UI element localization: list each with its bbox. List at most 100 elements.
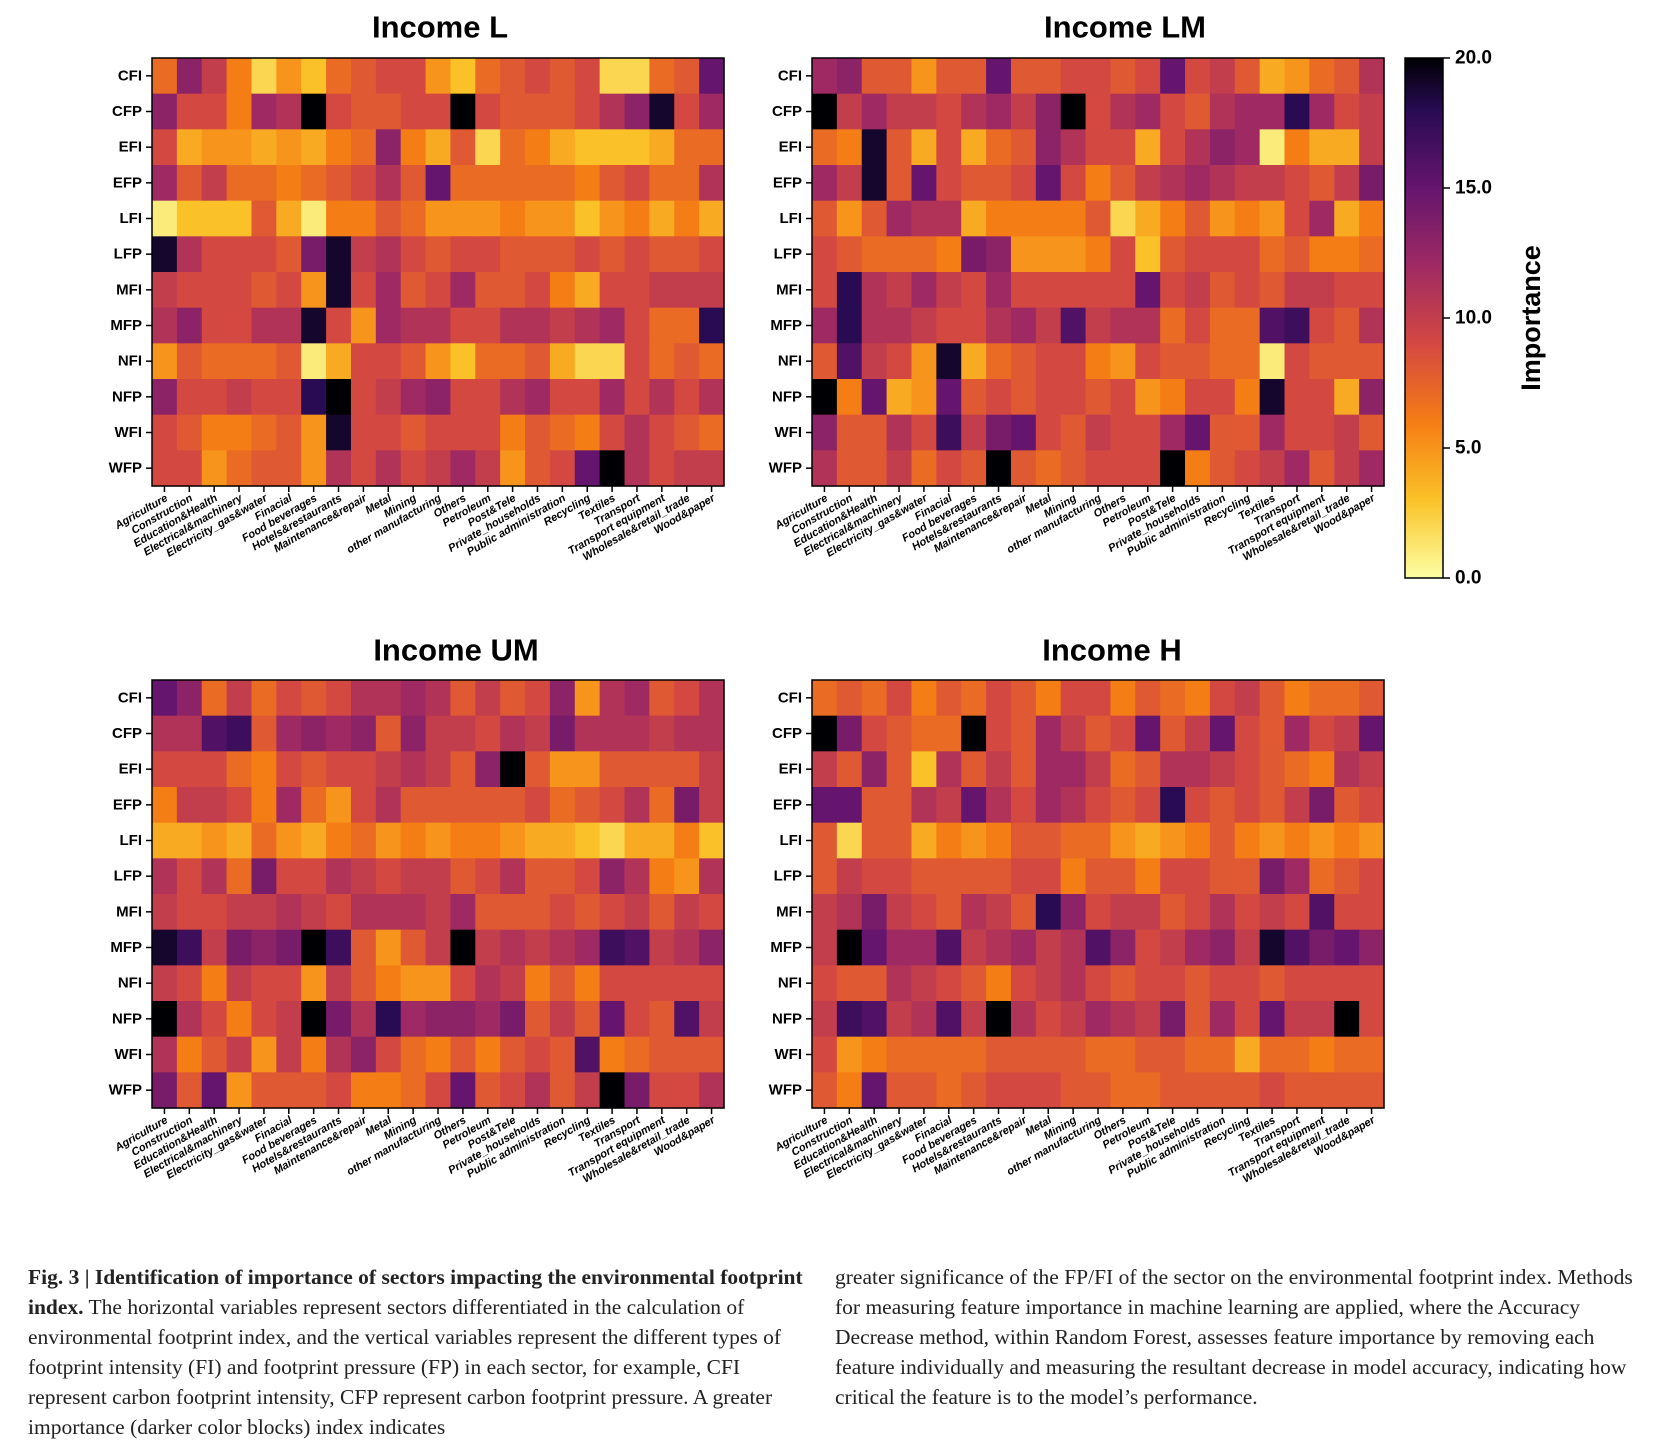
heatmap-cell (812, 165, 838, 202)
heatmap-cell (1135, 236, 1161, 273)
heatmap-cell (961, 715, 987, 752)
heatmap-cell (836, 894, 863, 931)
heatmap-cell (699, 894, 725, 931)
heatmap-cell (326, 858, 352, 895)
heatmap-cell (1085, 1036, 1112, 1073)
heatmap-cell (1209, 751, 1236, 788)
heatmap-cell (1259, 165, 1286, 202)
heatmap-cell (1359, 450, 1385, 487)
heatmap-cell (861, 965, 888, 1002)
heatmap-cell (400, 680, 427, 717)
heatmap-cell (699, 715, 725, 752)
heatmap-cell (936, 379, 962, 416)
heatmap-cell (450, 343, 476, 380)
heatmap-cell (886, 58, 913, 95)
heatmap-cell (301, 1036, 327, 1073)
heatmap-cell (1234, 894, 1261, 931)
heatmap-cell (812, 680, 838, 717)
heatmap-cell (226, 272, 253, 309)
heatmap-cell (152, 379, 178, 416)
heatmap-cell (1334, 1072, 1360, 1109)
heatmap-cell (1060, 93, 1087, 130)
heatmap-cell (226, 1001, 253, 1038)
heatmap-cell (301, 858, 327, 895)
heatmap-cell (1085, 414, 1112, 451)
heatmap-cell (276, 200, 302, 237)
heatmap-cell (1359, 680, 1385, 717)
heatmap-cell (1359, 165, 1385, 202)
heatmap-cell (574, 715, 601, 752)
heatmap-cell (1185, 236, 1211, 273)
heatmap-cell (936, 93, 962, 130)
heatmap-cell (1334, 965, 1360, 1002)
heatmap-cell (475, 414, 501, 451)
heatmap-cell (301, 1072, 327, 1109)
heatmap-cell (1334, 93, 1360, 130)
heatmap-cell (176, 272, 203, 309)
heatmap-cell (326, 272, 352, 309)
heatmap-cell (301, 751, 327, 788)
heatmap-cell (599, 236, 626, 273)
heatmap-cell (375, 858, 402, 895)
heatmap-cell (1259, 200, 1286, 237)
heatmap-cell (674, 894, 700, 931)
heatmap-cell (986, 858, 1012, 895)
heatmap-cell (201, 1001, 228, 1038)
heatmap-cell (1234, 1001, 1261, 1038)
heatmap-cell (1334, 894, 1360, 931)
heatmap-cell (152, 822, 178, 859)
heatmap-cell (251, 1001, 277, 1038)
heatmap-cell (1359, 1036, 1385, 1073)
heatmap-cell (1284, 93, 1310, 130)
heatmap-cell (276, 414, 302, 451)
heatmap-cell (375, 343, 402, 380)
heatmap-cell (326, 787, 352, 824)
heatmap-cell (251, 1072, 277, 1109)
heatmap-cell (1359, 787, 1385, 824)
heatmap-cell (574, 822, 601, 859)
heatmap-cell (1209, 272, 1236, 309)
heatmap-cell (936, 965, 962, 1002)
heatmap-cell (326, 343, 352, 380)
heatmap-cell (812, 129, 838, 166)
heatmap-cell (861, 379, 888, 416)
heatmap-cell (574, 93, 601, 130)
heatmap-cell (525, 680, 551, 717)
heatmap-cell (574, 787, 601, 824)
heatmap-cell (226, 751, 253, 788)
heatmap-cell (861, 1001, 888, 1038)
heatmap-cell (276, 822, 302, 859)
heatmap-cell (1160, 787, 1186, 824)
heatmap-cell (599, 680, 626, 717)
y-tick-label: LFI (780, 210, 803, 227)
heatmap-cell (674, 715, 700, 752)
heatmap-cell (1185, 343, 1211, 380)
heatmap-cell (1259, 1036, 1286, 1073)
heatmap-cell (699, 307, 725, 344)
heatmap-cell (549, 894, 576, 931)
heatmap-cell (350, 1036, 377, 1073)
heatmap-cell (276, 715, 302, 752)
heatmap-cell (1160, 165, 1186, 202)
heatmap-cell (549, 751, 576, 788)
heatmap-cell (1209, 343, 1236, 380)
y-tick-label: EFI (779, 761, 802, 778)
heatmap-cell (1234, 787, 1261, 824)
heatmap-cell (450, 715, 476, 752)
heatmap-cell (986, 715, 1012, 752)
heatmap-cell (986, 414, 1012, 451)
heatmap-cell (1359, 200, 1385, 237)
heatmap-cell (1259, 858, 1286, 895)
heatmap-cell (549, 1036, 576, 1073)
heatmap-cell (152, 414, 178, 451)
heatmap-cell (1060, 272, 1087, 309)
heatmap-cell (836, 787, 863, 824)
heatmap-cell (1110, 93, 1136, 130)
heatmap-cell (226, 200, 253, 237)
heatmap-cell (251, 129, 277, 166)
heatmap-cell (375, 1036, 402, 1073)
heatmap-cell (1060, 343, 1087, 380)
heatmap-cell (301, 236, 327, 273)
heatmap-cell (986, 1001, 1012, 1038)
y-tick-label: NFI (118, 975, 142, 992)
